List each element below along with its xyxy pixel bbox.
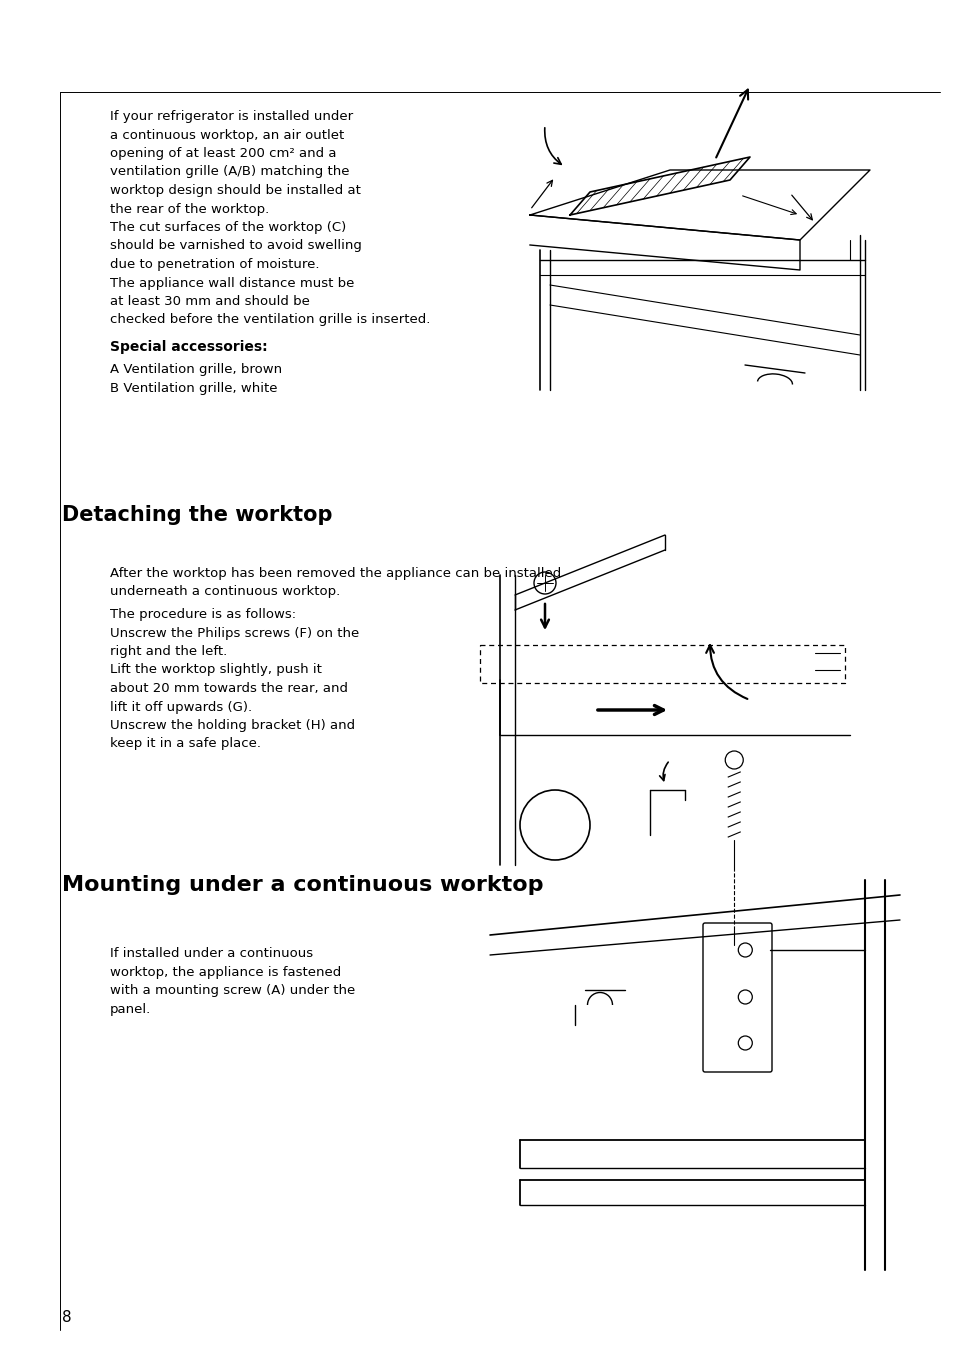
Text: If your refrigerator is installed under: If your refrigerator is installed under xyxy=(110,110,353,123)
Text: a continuous worktop, an air outlet: a continuous worktop, an air outlet xyxy=(110,128,344,142)
Text: keep it in a safe place.: keep it in a safe place. xyxy=(110,737,261,750)
Text: Unscrew the Philips screws (F) on the: Unscrew the Philips screws (F) on the xyxy=(110,626,359,639)
Text: Unscrew the holding bracket (H) and: Unscrew the holding bracket (H) and xyxy=(110,719,355,731)
Text: should be varnished to avoid swelling: should be varnished to avoid swelling xyxy=(110,239,361,253)
Text: If installed under a continuous: If installed under a continuous xyxy=(110,946,313,960)
FancyBboxPatch shape xyxy=(702,923,771,1072)
Text: lift it off upwards (G).: lift it off upwards (G). xyxy=(110,700,252,714)
Text: Special accessories:: Special accessories: xyxy=(110,339,268,354)
Text: After the worktop has been removed the appliance can be installed: After the worktop has been removed the a… xyxy=(110,566,560,580)
Text: at least 30 mm and should be: at least 30 mm and should be xyxy=(110,295,310,308)
Text: A Ventilation grille, brown: A Ventilation grille, brown xyxy=(110,364,282,376)
Text: 8: 8 xyxy=(62,1310,71,1325)
Text: Lift the worktop slightly, push it: Lift the worktop slightly, push it xyxy=(110,664,321,676)
Text: The appliance wall distance must be: The appliance wall distance must be xyxy=(110,277,354,289)
Text: worktop, the appliance is fastened: worktop, the appliance is fastened xyxy=(110,965,341,979)
Text: about 20 mm towards the rear, and: about 20 mm towards the rear, and xyxy=(110,681,348,695)
Text: checked before the ventilation grille is inserted.: checked before the ventilation grille is… xyxy=(110,314,430,326)
Text: due to penetration of moisture.: due to penetration of moisture. xyxy=(110,258,319,270)
Bar xyxy=(479,645,844,683)
Text: Detaching the worktop: Detaching the worktop xyxy=(62,506,333,525)
Text: ventilation grille (A/B) matching the: ventilation grille (A/B) matching the xyxy=(110,165,349,178)
Text: right and the left.: right and the left. xyxy=(110,645,227,658)
Text: opening of at least 200 cm² and a: opening of at least 200 cm² and a xyxy=(110,147,336,160)
Text: The procedure is as follows:: The procedure is as follows: xyxy=(110,608,295,621)
Text: panel.: panel. xyxy=(110,1002,152,1015)
Text: The cut surfaces of the worktop (C): The cut surfaces of the worktop (C) xyxy=(110,220,346,234)
Text: the rear of the worktop.: the rear of the worktop. xyxy=(110,203,269,215)
Text: underneath a continuous worktop.: underneath a continuous worktop. xyxy=(110,585,340,599)
Text: worktop design should be installed at: worktop design should be installed at xyxy=(110,184,360,197)
Text: B Ventilation grille, white: B Ventilation grille, white xyxy=(110,383,277,395)
Text: Mounting under a continuous worktop: Mounting under a continuous worktop xyxy=(62,875,543,895)
Text: with a mounting screw (A) under the: with a mounting screw (A) under the xyxy=(110,984,355,996)
